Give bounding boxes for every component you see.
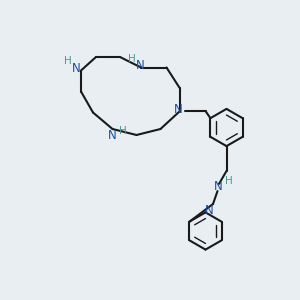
Text: N: N — [72, 62, 81, 75]
Text: H: H — [128, 53, 136, 64]
Text: N: N — [136, 59, 145, 72]
Text: N: N — [214, 179, 223, 193]
Text: N: N — [107, 129, 116, 142]
Text: N: N — [205, 204, 214, 217]
Text: H: H — [119, 125, 127, 136]
Text: H: H — [225, 176, 233, 186]
Text: H: H — [64, 56, 71, 67]
Text: N: N — [174, 103, 183, 116]
